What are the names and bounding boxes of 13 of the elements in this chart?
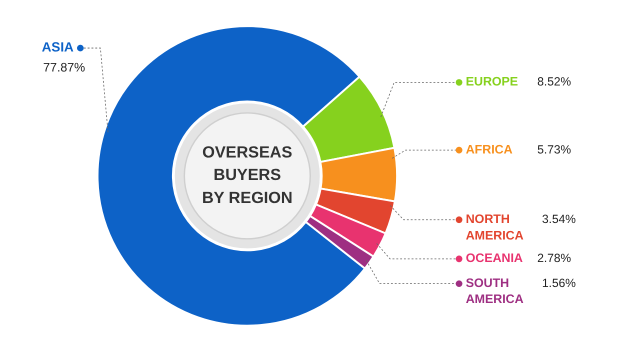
data-label: 3.54% bbox=[542, 212, 576, 226]
slice-label: ASIA bbox=[42, 40, 74, 55]
data-label: 5.73% bbox=[537, 142, 572, 156]
legend-label: AFRICA bbox=[466, 142, 513, 156]
legend-label: NORTH AMERICA bbox=[466, 212, 524, 242]
legend-label: EUROPE bbox=[466, 74, 518, 89]
legend-label: SOUTH AMERICA bbox=[466, 276, 524, 306]
text: OVERSEAS BUYERS BY REGION bbox=[202, 143, 293, 208]
data-label: 77.87% bbox=[43, 60, 86, 74]
data-label: 2.78% bbox=[537, 251, 572, 266]
data-label: 8.52% bbox=[537, 74, 572, 89]
data-label: 1.56% bbox=[542, 276, 576, 290]
legend-label: OCEANIA bbox=[466, 251, 523, 266]
